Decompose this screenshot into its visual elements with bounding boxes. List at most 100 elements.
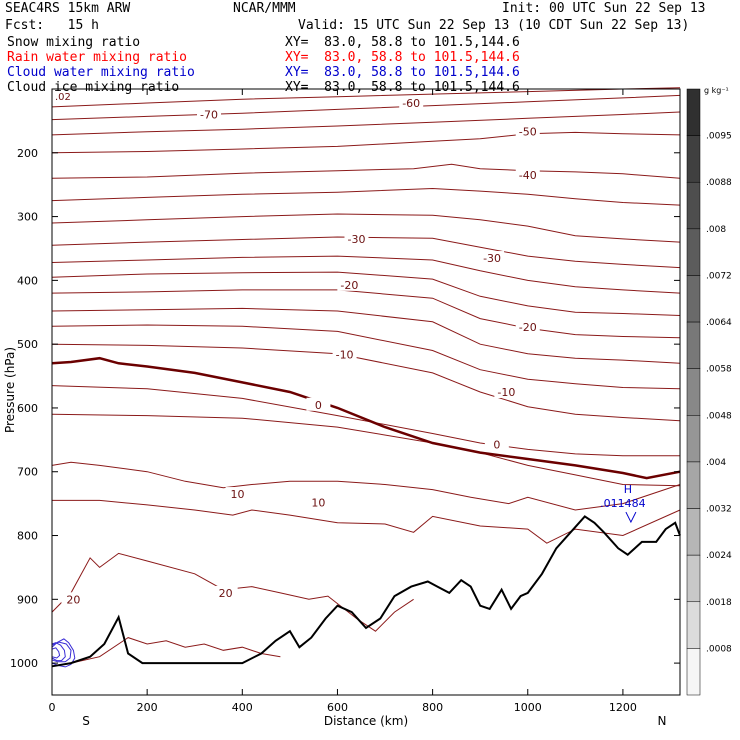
cloud-water-contour	[51, 641, 72, 663]
colorbar-swatch	[686, 601, 701, 649]
contour-label: -40	[519, 169, 537, 182]
field-label-cloud-ice: Cloud ice mixing ratio	[7, 80, 180, 95]
contour-label-bg	[480, 251, 505, 265]
colorbar: .0095 .0088 .008 .0072 .0064 .0058 .0048 .004 .0…	[686, 88, 732, 696]
y-tick-label: 200	[17, 147, 38, 160]
isotherm-line	[51, 271, 681, 316]
isotherm-line	[51, 94, 681, 121]
isotherm-line	[51, 236, 681, 269]
x-end-label-left: S	[82, 714, 90, 728]
contour-label-bg	[225, 487, 250, 501]
contour-label-bg	[494, 385, 519, 398]
y-tick-label: 900	[17, 593, 38, 606]
contour-label: -60	[402, 97, 420, 110]
contour-label-bg	[213, 585, 238, 599]
colorbar-swatch	[686, 554, 701, 603]
y-tick-label: 400	[17, 274, 38, 287]
freezing-level-line	[51, 356, 681, 480]
contour-label-bg	[61, 592, 86, 606]
isotherm-line	[51, 289, 681, 339]
colorbar-label: .0032	[706, 505, 732, 515]
isotherm-line	[51, 343, 681, 422]
y-tick-label: 800	[17, 530, 38, 543]
field-xy-snow: XY= 83.0, 58.8 to 101.5,144.6	[285, 35, 520, 50]
colorbar-label: .0064	[706, 318, 732, 328]
contour-label: 10	[311, 496, 325, 509]
isotherm-line	[51, 111, 681, 136]
forecast-hour: Fcst: 15 h	[5, 18, 99, 33]
contour-label: -10	[336, 348, 354, 361]
colorbar-swatch	[686, 508, 701, 556]
plot-frame	[51, 88, 681, 696]
y-axis-title: Pressure (hPa)	[3, 347, 17, 433]
colorbar-swatch	[686, 415, 701, 463]
isotherm-line	[51, 163, 681, 179]
x-tick-label: 1000	[514, 701, 542, 714]
contour-label-bg	[332, 347, 357, 361]
contour-label: -20	[519, 321, 537, 334]
isotherm-line	[51, 307, 681, 364]
colorbar-label: .0058	[706, 365, 732, 375]
contour-label: -70	[200, 109, 218, 122]
y-tick-label: 600	[17, 402, 38, 415]
x-tick-label: 200	[137, 701, 158, 714]
isotherm-line	[51, 87, 681, 108]
valid-time: Valid: 15 UTC Sun 22 Sep 13 (10 CDT Sun …	[298, 18, 690, 33]
isotherm-line	[51, 385, 680, 457]
max-marker-value: .011484	[600, 497, 646, 510]
colorbar-swatch	[686, 88, 701, 136]
colorbar-swatch	[686, 181, 701, 230]
colorbar-swatch	[686, 135, 701, 183]
contour-label-bg	[306, 495, 331, 509]
colorbar-label: .0008	[706, 644, 732, 654]
contour-label: -30	[348, 233, 366, 246]
cloud-water-contour	[51, 647, 61, 659]
contour-label: -50	[519, 126, 537, 139]
colorbar-label: .0018	[706, 598, 732, 608]
org-label: NCAR/MMM	[233, 1, 296, 16]
isotherm-line	[52, 499, 681, 544]
contour-label: 20	[219, 587, 233, 600]
terrain-line	[51, 515, 681, 668]
colorbar-swatch	[686, 461, 701, 509]
isotherm-line	[51, 413, 681, 487]
colorbar-swatch	[686, 368, 701, 416]
x-end-label-right: N	[658, 714, 667, 728]
colorbar-label: .0048	[706, 411, 732, 421]
contour-label: 0	[493, 438, 500, 451]
contour-label-bg	[399, 96, 424, 110]
y-tick-label: 500	[17, 338, 38, 351]
contour-label-bg	[344, 231, 369, 245]
contour-label-bg	[197, 107, 221, 121]
corner-contour-label: .02	[55, 92, 71, 103]
isotherm-line	[51, 131, 681, 154]
isotherm-line	[51, 213, 681, 243]
x-tick-label: 0	[49, 701, 56, 714]
model-title: SEAC4RS 15km ARW	[5, 1, 131, 16]
x-axis-title: Distance (km)	[324, 714, 408, 728]
field-xy-cloud-water: XY= 83.0, 58.8 to 101.5,144.6	[285, 65, 520, 80]
isotherm-line	[51, 324, 681, 390]
contour-label-bg	[484, 437, 509, 451]
y-tick-label: 1000	[10, 657, 38, 670]
isotherm-line	[51, 255, 681, 294]
field-xy-cloud-ice: XY= 83.0, 58.8 to 101.5,144.6	[285, 80, 520, 95]
isotherm-line	[51, 187, 681, 206]
max-marker-arrow	[625, 511, 637, 524]
x-tick-label: 800	[422, 701, 443, 714]
colorbar-label: .0095	[706, 132, 732, 142]
colorbar-swatch	[686, 321, 701, 369]
colorbar-label: .0088	[706, 178, 732, 188]
colorbar-label: .0072	[706, 271, 732, 281]
x-tick-label: 600	[327, 701, 348, 714]
contour-label: -20	[340, 279, 358, 292]
contour-label-bg	[515, 319, 540, 333]
colorbar-label: .004	[706, 458, 726, 468]
colorbar-swatch	[686, 228, 701, 276]
y-tick-label: 700	[17, 466, 38, 479]
y-tick-label: 300	[17, 211, 38, 224]
contour-label-bg	[515, 124, 540, 138]
init-time: Init: 00 UTC Sun 22 Sep 13	[502, 1, 706, 16]
colorbar-swatch	[686, 275, 701, 323]
field-label-snow: Snow mixing ratio	[7, 35, 141, 50]
